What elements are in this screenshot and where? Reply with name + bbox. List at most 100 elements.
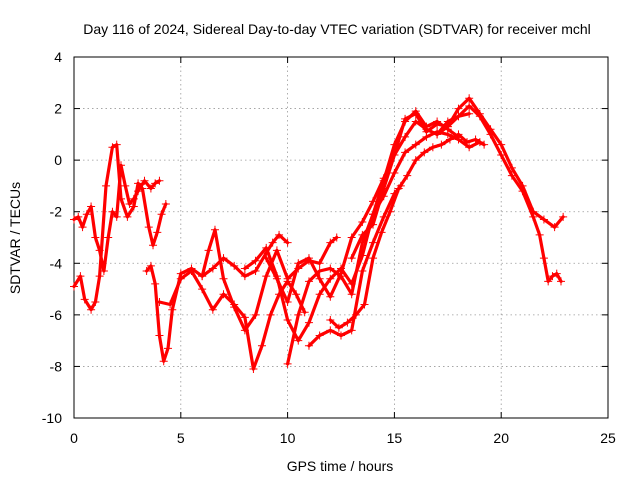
data-point bbox=[283, 359, 292, 368]
data-point bbox=[283, 297, 292, 306]
data-point bbox=[161, 199, 170, 208]
data-point bbox=[74, 212, 83, 221]
data-point bbox=[166, 300, 175, 309]
grid bbox=[74, 57, 608, 418]
data-point bbox=[401, 132, 410, 141]
data-point bbox=[123, 212, 132, 221]
data-point bbox=[315, 331, 324, 340]
data-point bbox=[480, 140, 489, 149]
data-point bbox=[249, 365, 258, 374]
x-tick-label: 10 bbox=[280, 430, 296, 446]
data-point bbox=[294, 336, 303, 345]
data-point bbox=[149, 241, 158, 250]
data-point bbox=[454, 130, 463, 139]
data-point bbox=[257, 341, 266, 350]
data-series bbox=[70, 94, 568, 374]
data-point bbox=[454, 112, 463, 121]
plot-frame bbox=[73, 56, 609, 419]
data-point bbox=[95, 246, 104, 255]
data-point bbox=[529, 212, 538, 221]
data-point bbox=[70, 215, 78, 224]
data-point bbox=[326, 238, 335, 247]
data-point bbox=[445, 135, 454, 144]
data-point bbox=[187, 267, 196, 276]
data-point bbox=[219, 274, 228, 283]
data-point bbox=[210, 225, 219, 234]
data-point bbox=[315, 274, 324, 283]
data-point bbox=[151, 179, 160, 188]
data-point bbox=[112, 212, 121, 221]
y-tick-label: -6 bbox=[50, 307, 63, 323]
data-point bbox=[168, 305, 177, 314]
data-point bbox=[134, 179, 143, 188]
data-point bbox=[315, 259, 324, 268]
series-line bbox=[157, 269, 307, 371]
data-point bbox=[358, 218, 367, 227]
x-tick-label: 5 bbox=[177, 430, 185, 446]
x-axis-label: GPS time / hours bbox=[287, 458, 394, 474]
data-point bbox=[337, 331, 345, 340]
x-tick-label: 20 bbox=[493, 430, 509, 446]
data-point bbox=[240, 272, 249, 281]
data-point bbox=[272, 274, 281, 283]
data-point bbox=[155, 176, 164, 185]
series-track-g bbox=[262, 109, 474, 306]
data-point bbox=[497, 150, 506, 159]
data-point bbox=[108, 207, 117, 216]
data-point bbox=[463, 138, 472, 147]
data-point bbox=[78, 223, 87, 232]
data-point bbox=[326, 326, 335, 335]
data-point bbox=[198, 272, 207, 281]
data-point bbox=[140, 176, 149, 185]
data-point bbox=[315, 267, 324, 276]
data-point bbox=[507, 171, 516, 180]
data-point bbox=[230, 303, 239, 312]
data-point bbox=[240, 326, 249, 335]
data-point bbox=[283, 316, 292, 325]
data-point bbox=[351, 310, 360, 319]
data-point bbox=[129, 202, 138, 211]
y-axis-label: SDTVAR / TECUs bbox=[7, 182, 23, 294]
data-point bbox=[262, 272, 271, 281]
series-line bbox=[328, 132, 486, 330]
data-point bbox=[219, 290, 228, 299]
data-point bbox=[275, 230, 284, 239]
data-point bbox=[550, 223, 559, 232]
data-point bbox=[437, 140, 446, 149]
data-point bbox=[422, 127, 431, 136]
data-point bbox=[266, 310, 275, 319]
data-point bbox=[358, 267, 367, 276]
data-point bbox=[386, 207, 395, 216]
y-tick-label: -10 bbox=[42, 410, 62, 426]
data-point bbox=[360, 300, 369, 309]
data-point bbox=[559, 212, 568, 221]
data-point bbox=[401, 114, 410, 123]
data-point bbox=[82, 210, 91, 219]
data-point bbox=[471, 135, 480, 144]
data-point bbox=[420, 148, 429, 157]
data-point bbox=[347, 233, 356, 242]
data-point bbox=[326, 316, 335, 325]
data-point bbox=[108, 143, 117, 152]
data-point bbox=[251, 267, 260, 276]
data-point bbox=[465, 94, 474, 103]
axis-ticks: 0 5 10 15 20 25 -10 -8 -6 -4 -2 0 2 4 bbox=[42, 49, 616, 446]
data-point bbox=[548, 272, 557, 281]
data-point bbox=[304, 341, 313, 350]
x-tick-label: 25 bbox=[600, 430, 616, 446]
data-point bbox=[369, 238, 378, 247]
data-point bbox=[262, 254, 271, 263]
data-point bbox=[300, 308, 309, 317]
data-point bbox=[347, 326, 356, 335]
data-point bbox=[465, 109, 474, 118]
data-point bbox=[102, 181, 111, 190]
data-point bbox=[343, 318, 352, 327]
data-point bbox=[208, 305, 217, 314]
data-point bbox=[91, 297, 100, 306]
y-tick-label: 4 bbox=[54, 49, 62, 65]
data-point bbox=[283, 274, 292, 283]
series-track-l bbox=[433, 101, 566, 286]
data-point bbox=[151, 279, 160, 288]
data-point bbox=[91, 233, 100, 242]
data-point bbox=[465, 143, 474, 152]
